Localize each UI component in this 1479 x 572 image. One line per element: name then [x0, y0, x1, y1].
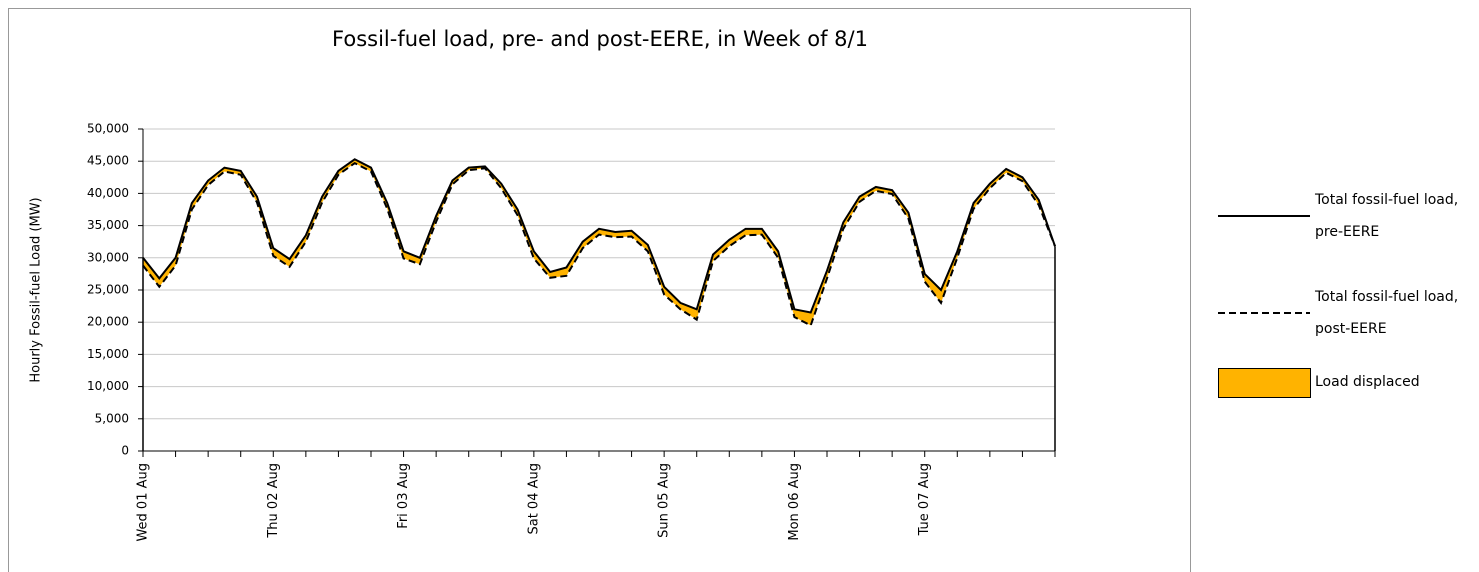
- legend-swatch: [1218, 368, 1311, 398]
- x-tick-label: Wed 01 Aug: [136, 463, 151, 542]
- x-tick-label: Fri 03 Aug: [396, 463, 411, 529]
- y-tick-label: 10,000: [87, 379, 129, 393]
- x-tick-label: Tue 07 Aug: [917, 463, 932, 536]
- displaced-area: [143, 159, 1055, 326]
- y-tick-label: 30,000: [87, 250, 129, 264]
- y-tick-label: 50,000: [87, 122, 129, 136]
- y-tick-label: 15,000: [87, 347, 129, 361]
- series-line: [142, 161, 1056, 327]
- legend-label: Load displaced: [1315, 374, 1420, 390]
- y-tick-label: 20,000: [87, 315, 129, 329]
- x-tick-label: Thu 02 Aug: [266, 463, 281, 539]
- legend-label: Total fossil-fuel load, post-EERE: [1315, 289, 1459, 337]
- y-axis-label: Hourly Fossil-fuel Load (MW): [29, 197, 44, 382]
- chart-frame: [8, 8, 1191, 572]
- y-tick-label: 5,000: [95, 411, 129, 425]
- chart-title: Fossil-fuel load, pre- and post-EERE, in…: [332, 27, 868, 51]
- y-tick-label: 35,000: [87, 218, 129, 232]
- x-tick-label: Mon 06 Aug: [787, 463, 802, 541]
- series-line: [142, 158, 1056, 314]
- y-tick-label: 0: [121, 444, 129, 458]
- y-tick-label: 40,000: [87, 186, 129, 200]
- y-tick-label: 25,000: [87, 283, 129, 297]
- x-tick-label: Sun 05 Aug: [657, 463, 672, 538]
- y-tick-label: 45,000: [87, 154, 129, 168]
- x-tick-label: Sat 04 Aug: [526, 463, 541, 535]
- legend-label: Total fossil-fuel load, pre-EERE: [1315, 192, 1459, 240]
